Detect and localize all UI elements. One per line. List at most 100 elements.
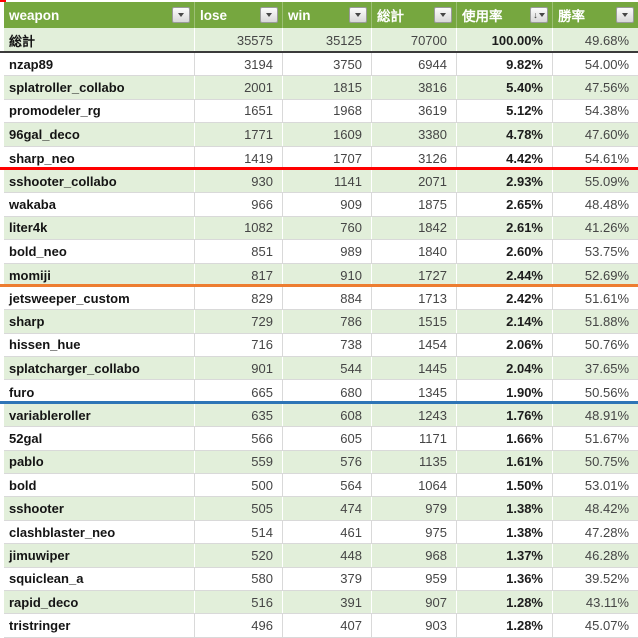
win-rate-cell[interactable]: 50.56% xyxy=(584,384,629,400)
weapon-name-cell[interactable]: bold_neo xyxy=(4,240,195,263)
weapon-name-cell[interactable]: squiclean_a xyxy=(4,567,195,590)
lose-cell[interactable]: 901 xyxy=(195,357,283,380)
weapon-name-cell[interactable]: wakaba xyxy=(4,193,195,216)
usage-rate-cell[interactable]: 1.28% xyxy=(457,590,553,614)
weapon-name-cell[interactable]: rapid_deco xyxy=(4,590,195,614)
total-cell[interactable]: 3816 xyxy=(372,76,457,99)
weapon-name-cell[interactable]: nzap89 xyxy=(4,53,195,76)
lose-cell[interactable]: 2001 xyxy=(195,76,283,99)
win-rate-cell[interactable]: 55.09% xyxy=(584,173,629,189)
weapon-name-cell[interactable]: bold xyxy=(4,474,195,497)
weapon-name-cell[interactable]: promodeler_rg xyxy=(4,99,195,123)
win-rate-cell[interactable]: 50.76% xyxy=(584,337,629,353)
win-cell[interactable]: 738 xyxy=(283,333,372,357)
usage-rate-cell[interactable]: 1.50% xyxy=(457,474,553,497)
filter-dropdown-button-total[interactable] xyxy=(434,7,452,23)
usage-rate-cell[interactable]: 5.12% xyxy=(457,99,553,123)
lose-cell[interactable]: 1771 xyxy=(195,123,283,146)
total-cell[interactable]: 1243 xyxy=(372,403,457,427)
win-rate-cell[interactable]: 52.69% xyxy=(584,267,629,283)
win-cell[interactable]: 391 xyxy=(283,590,372,614)
total-cell[interactable]: 1345 xyxy=(372,380,457,404)
usage-rate-cell[interactable]: 9.82% xyxy=(457,53,553,76)
weapon-name-cell[interactable]: jetsweeper_custom xyxy=(4,286,195,310)
weapon-name-cell[interactable]: sshooter_collabo xyxy=(4,169,195,193)
win-cell[interactable]: 448 xyxy=(283,544,372,567)
win-rate-cell[interactable]: 43.11% xyxy=(585,594,629,610)
lose-cell[interactable]: 514 xyxy=(195,520,283,544)
total-cell[interactable]: 6944 xyxy=(372,53,457,76)
usage-rate-cell[interactable]: 2.61% xyxy=(457,216,553,240)
total-cell[interactable]: 1445 xyxy=(372,357,457,380)
usage-rate-cell[interactable]: 1.61% xyxy=(457,450,553,474)
win-rate-cell[interactable]: 37.65% xyxy=(584,360,629,376)
lose-cell[interactable]: 520 xyxy=(195,544,283,567)
total-cell[interactable]: 3619 xyxy=(372,99,457,123)
usage-rate-cell[interactable]: 5.40% xyxy=(457,76,553,99)
weapon-name-cell[interactable]: liter4k xyxy=(4,216,195,240)
usage-rate-cell[interactable]: 1.28% xyxy=(457,614,553,637)
lose-cell[interactable]: 966 xyxy=(195,193,283,216)
lose-cell[interactable]: 1419 xyxy=(195,146,283,170)
win-rate-cell[interactable]: 39.52% xyxy=(584,571,629,587)
total-cell[interactable]: 1454 xyxy=(372,333,457,357)
win-rate-cell[interactable]: 54.61% xyxy=(584,150,629,166)
usage-rate-cell[interactable]: 1.38% xyxy=(457,497,553,520)
win-cell[interactable]: 884 xyxy=(283,286,372,310)
total-cell[interactable]: 1875 xyxy=(372,193,457,216)
win-cell[interactable]: 474 xyxy=(283,497,372,520)
win-cell[interactable]: 544 xyxy=(283,357,372,380)
win-cell[interactable]: 608 xyxy=(283,403,372,427)
filter-dropdown-button-weapon[interactable] xyxy=(172,7,190,23)
win-cell[interactable]: 1968 xyxy=(283,99,372,123)
win-rate-cell[interactable]: 45.07% xyxy=(584,618,629,634)
filter-dropdown-button-lose[interactable] xyxy=(260,7,278,23)
usage-rate-cell[interactable]: 2.06% xyxy=(457,333,553,357)
win-rate-cell[interactable]: 53.01% xyxy=(584,477,629,493)
win-cell[interactable]: 910 xyxy=(283,263,372,287)
win-cell[interactable]: 1815 xyxy=(283,76,372,99)
win-rate-cell[interactable]: 47.60% xyxy=(584,126,629,142)
win-cell[interactable]: 680 xyxy=(283,380,372,404)
lose-cell[interactable]: 500 xyxy=(195,474,283,497)
win-cell[interactable]: 1707 xyxy=(283,146,372,170)
lose-cell[interactable]: 1651 xyxy=(195,99,283,123)
weapon-name-cell[interactable]: variableroller xyxy=(4,403,195,427)
usage-rate-cell[interactable]: 4.78% xyxy=(457,123,553,146)
lose-cell[interactable]: 505 xyxy=(195,497,283,520)
win-cell[interactable]: 564 xyxy=(283,474,372,497)
weapon-name-cell[interactable]: splatroller_collabo xyxy=(4,76,195,99)
total-cell[interactable]: 975 xyxy=(372,520,457,544)
win-cell[interactable]: 379 xyxy=(283,567,372,590)
total-cell[interactable]: 903 xyxy=(372,614,457,637)
usage-rate-cell[interactable]: 2.04% xyxy=(457,357,553,380)
win-rate-cell[interactable]: 41.26% xyxy=(584,220,629,236)
win-rate-cell[interactable]: 54.38% xyxy=(584,103,629,119)
win-cell[interactable]: 605 xyxy=(283,427,372,450)
filter-dropdown-button-usage-rate[interactable]: ↓ xyxy=(530,7,548,23)
total-cell[interactable]: 3380 xyxy=(372,123,457,146)
weapon-name-cell[interactable]: furo xyxy=(4,380,195,404)
weapon-name-cell[interactable]: clashblaster_neo xyxy=(4,520,195,544)
total-usage-rate-cell[interactable]: 100.00% xyxy=(457,28,553,53)
total-sum-cell[interactable]: 70700 xyxy=(372,28,457,53)
weapon-name-cell[interactable]: momiji xyxy=(4,263,195,287)
lose-cell[interactable]: 580 xyxy=(195,567,283,590)
win-rate-cell[interactable]: 47.28% xyxy=(584,524,629,540)
usage-rate-cell[interactable]: 2.93% xyxy=(457,169,553,193)
total-cell[interactable]: 3126 xyxy=(372,146,457,170)
win-rate-cell[interactable]: 46.28% xyxy=(584,547,629,563)
usage-rate-cell[interactable]: 2.60% xyxy=(457,240,553,263)
lose-cell[interactable]: 566 xyxy=(195,427,283,450)
win-cell[interactable]: 1141 xyxy=(283,169,372,193)
total-cell[interactable]: 907 xyxy=(372,590,457,614)
weapon-name-cell[interactable]: pablo xyxy=(4,450,195,474)
total-row-label[interactable]: 総計 xyxy=(4,28,195,53)
total-cell[interactable]: 968 xyxy=(372,544,457,567)
total-cell[interactable]: 1727 xyxy=(372,263,457,287)
filter-dropdown-button-win-rate[interactable] xyxy=(616,7,634,23)
lose-cell[interactable]: 516 xyxy=(195,590,283,614)
weapon-name-cell[interactable]: sharp xyxy=(4,310,195,333)
total-cell[interactable]: 1515 xyxy=(372,310,457,333)
win-rate-cell[interactable]: 47.56% xyxy=(584,80,629,96)
